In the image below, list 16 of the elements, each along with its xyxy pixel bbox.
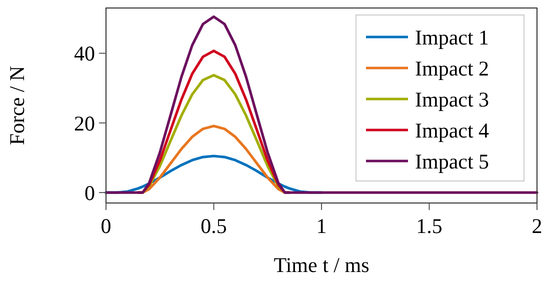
x-tick-label: 2 (532, 214, 542, 238)
legend-label: Impact 2 (415, 56, 490, 80)
y-axis-title: Force / N (5, 66, 29, 146)
x-tick-label: 0 (100, 214, 112, 238)
legend-label: Impact 4 (415, 118, 490, 142)
legend-label: Impact 3 (415, 87, 490, 112)
y-tick-label: 20 (74, 111, 95, 136)
y-tick-label: 0 (84, 180, 95, 205)
x-tick-label: 1 (316, 214, 327, 238)
legend-label: Impact 5 (415, 149, 490, 174)
line-series (104, 15, 538, 194)
x-axis-title: Time t / ms (274, 253, 370, 277)
x-tick-label: 0.5 (200, 214, 227, 238)
x-tick-label: 1.5 (416, 214, 442, 238)
y-tick-label: 40 (74, 42, 95, 66)
legend-label: Impact 1 (415, 25, 490, 50)
